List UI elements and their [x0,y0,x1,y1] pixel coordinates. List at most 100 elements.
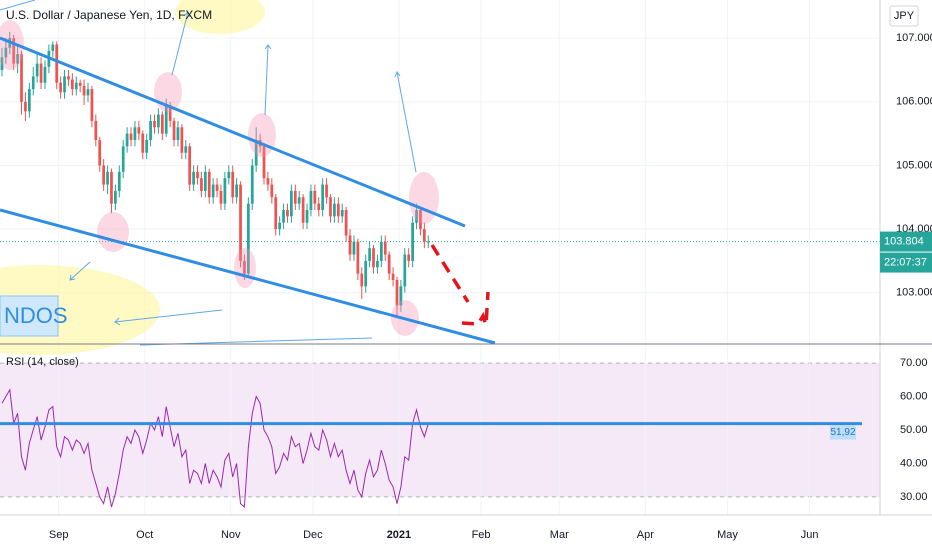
candle-body [180,127,184,153]
marks-layer [0,31,862,509]
candle-body [55,44,59,83]
chart-title: U.S. Dollar / Japanese Yen, 1D, FXCM [6,8,212,22]
candle-body [372,248,375,268]
highlight [409,172,439,224]
x-tick-label: Nov [221,529,241,541]
candle-body [106,171,109,185]
candle-body [157,114,160,128]
candle-body [125,133,129,147]
candle-body [227,171,231,179]
candle-body [348,235,352,255]
price-badge [880,231,932,252]
candle-body [379,241,383,261]
candle-body [219,190,223,204]
candle-body [301,197,305,223]
candle-body [172,120,176,140]
candle-body [305,210,309,223]
candle-body [403,254,407,287]
x-tick-label: Dec [303,529,323,541]
y-tick-label: 103.000 [896,287,932,299]
candle-body [137,127,141,134]
rsi-band [0,363,880,497]
y-tick-label: 107.000 [896,32,932,44]
rsi-line [1,388,429,509]
highlight [248,113,276,157]
candle-body [352,241,356,255]
candle-body [282,210,285,223]
countdown: 22:07:37 [884,256,927,268]
candle-body [376,260,379,268]
x-tick-label: Mar [550,529,569,541]
arrows [0,0,417,346]
value-badge [830,425,856,440]
candle-body [110,171,113,204]
candle-body [24,101,27,112]
candle-body [59,82,62,93]
candle-body [411,222,414,261]
countdown-badge [880,252,932,273]
candle-body [356,241,360,274]
trend-line [0,36,466,228]
candle-body [270,184,274,198]
y-tick-label: 50.00 [900,424,928,436]
y-tick-label: 70.00 [900,357,928,369]
annotations: NDOS [0,0,496,355]
candle-body [407,254,411,261]
candle-body [278,222,282,230]
candle-body [0,57,4,70]
candle-body [360,273,364,287]
projection [430,244,470,303]
candle-body [250,165,254,204]
candle-body [35,63,39,77]
candle-body [184,146,188,153]
candle-body [90,89,94,121]
candle-body [286,210,289,217]
candle-body [63,76,66,93]
last-price: 103.804 [884,235,924,247]
candle-body [415,210,418,223]
candle-body [149,120,152,140]
x-tick-label: Feb [472,529,491,541]
candle-body [192,171,195,185]
candle-body [78,82,82,86]
candle-body [94,120,98,140]
candle-body [293,190,297,204]
candle-body [12,38,16,64]
x-tick-label: Sep [49,529,69,541]
candle-body [141,133,145,153]
annotation-text: NDOS [4,303,68,328]
trend-line [0,208,496,345]
candle-body [290,190,293,217]
candle-body [309,190,313,210]
candle-body [117,171,121,191]
candle-body [239,184,242,261]
candle-body [215,184,219,191]
candle-body [329,197,332,217]
candle-body [321,184,325,210]
candle-body [4,47,8,58]
candle-body [243,260,246,274]
candle-body [200,178,203,191]
candle-body [153,120,156,128]
candle-body [223,178,227,204]
candle-body [391,273,395,280]
candle-body [297,197,301,204]
highlight [97,212,129,252]
candle-body [188,146,192,185]
y-tick-label: 30.00 [900,491,928,503]
candle-body [333,203,336,217]
candle-body [168,105,172,121]
label-box [0,295,59,337]
highlight [0,20,24,70]
projection [461,291,490,326]
candle-body [383,241,387,255]
candle-body [399,286,403,306]
candle-body [422,229,426,242]
x-tick-label: Apr [637,529,654,541]
candle-body [274,197,278,230]
highlight [175,0,265,34]
y-tick-label: 106.000 [896,96,932,108]
